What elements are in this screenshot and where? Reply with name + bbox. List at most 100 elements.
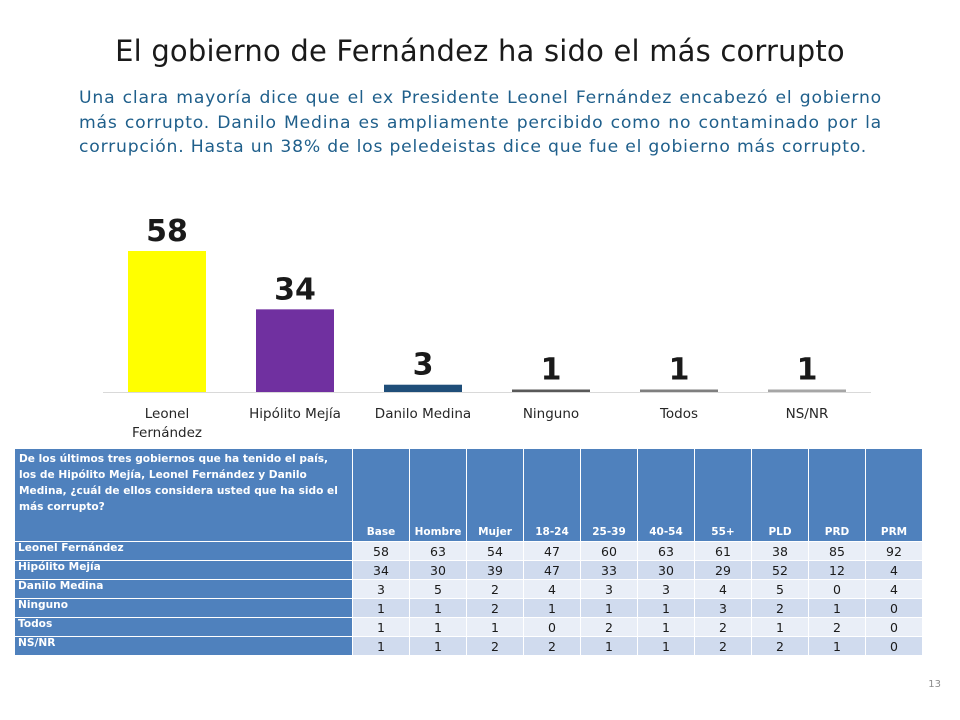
table-header-row: De los últimos tres gobiernos que ha ten… xyxy=(14,448,923,542)
table-cell: 2 xyxy=(751,598,809,618)
bar-todos xyxy=(640,389,718,392)
table-cell: 3 xyxy=(637,579,695,599)
table-cell: 4 xyxy=(694,579,752,599)
table-cell: 52 xyxy=(751,560,809,580)
row-label: Todos xyxy=(14,617,353,637)
table-cell: 1 xyxy=(409,617,467,637)
table-cell: 3 xyxy=(352,579,410,599)
table-cell: 2 xyxy=(466,636,524,656)
table-cell: 1 xyxy=(409,598,467,618)
table-cell: 1 xyxy=(466,617,524,637)
table-cell: 30 xyxy=(409,560,467,580)
page-subtitle: Una clara mayoría dice que el ex Preside… xyxy=(79,88,882,157)
table-cell: 1 xyxy=(808,636,866,656)
table-cell: 1 xyxy=(808,598,866,618)
table-row: NS/NR 1 1 2 2 1 1 2 2 1 0 xyxy=(14,636,923,656)
bar-value-label: 3 xyxy=(413,348,434,383)
column-header: 25-39 xyxy=(580,448,638,542)
table-row: Leonel Fernández 58 63 54 47 60 63 61 38 85 92 xyxy=(14,541,923,561)
table-cell: 1 xyxy=(523,598,581,618)
table-cell: 1 xyxy=(637,617,695,637)
table-cell: 2 xyxy=(694,636,752,656)
table-cell: 2 xyxy=(808,617,866,637)
table-cell: 1 xyxy=(637,598,695,618)
category-label: Ninguno xyxy=(523,406,579,422)
table-cell: 1 xyxy=(409,636,467,656)
column-header: Hombre xyxy=(409,448,467,542)
table-cell: 0 xyxy=(865,598,923,618)
table-cell: 1 xyxy=(580,636,638,656)
table-cell: 1 xyxy=(352,636,410,656)
column-header: PRM xyxy=(865,448,923,542)
table-row: Hipólito Mejía 34 30 39 47 33 30 29 52 12 4 xyxy=(14,560,923,580)
bar-value-label: 58 xyxy=(146,214,188,249)
page-number: 13 xyxy=(928,679,941,690)
table-cell: 4 xyxy=(865,560,923,580)
table-cell: 60 xyxy=(580,541,638,561)
category-label: Todos xyxy=(659,406,698,422)
column-header: 18-24 xyxy=(523,448,581,542)
table-cell: 30 xyxy=(637,560,695,580)
row-label: Leonel Fernández xyxy=(14,541,353,561)
row-label: NS/NR xyxy=(14,636,353,656)
table-cell: 1 xyxy=(352,598,410,618)
table-cell: 61 xyxy=(694,541,752,561)
category-label: Leonel Fernández xyxy=(132,406,202,441)
row-label: Ninguno xyxy=(14,598,353,618)
bar-ns-nr xyxy=(768,389,846,392)
bar-danilo-medina xyxy=(384,384,462,392)
table-row: Todos 1 1 1 0 2 1 2 1 2 0 xyxy=(14,617,923,637)
bar-hipolito-mejia xyxy=(256,309,334,392)
category-label: Danilo Medina xyxy=(375,406,471,422)
table-cell: 33 xyxy=(580,560,638,580)
table-cell: 3 xyxy=(694,598,752,618)
column-header: 40-54 xyxy=(637,448,695,542)
table-cell: 92 xyxy=(865,541,923,561)
bar-value-label: 34 xyxy=(274,272,316,307)
table-cell: 0 xyxy=(523,617,581,637)
table-cell: 47 xyxy=(523,560,581,580)
table-cell: 63 xyxy=(637,541,695,561)
bar-chart: 58 Leonel Fernández 34 Hipólito Mejía 3 Danilo… xyxy=(103,214,871,441)
table-cell: 58 xyxy=(352,541,410,561)
table-cell: 1 xyxy=(637,636,695,656)
bar-ninguno xyxy=(512,389,590,392)
table-cell: 3 xyxy=(580,579,638,599)
bar-leonel-fernandez xyxy=(128,251,206,392)
column-header: PLD xyxy=(751,448,809,542)
table-row: Danilo Medina 3 5 2 4 3 3 4 5 0 4 xyxy=(14,579,923,599)
table-cell: 2 xyxy=(466,579,524,599)
table-cell: 54 xyxy=(466,541,524,561)
column-header: Mujer xyxy=(466,448,524,542)
table-cell: 5 xyxy=(409,579,467,599)
table-cell: 2 xyxy=(580,617,638,637)
bar-value-label: 1 xyxy=(797,353,818,388)
table-cell: 4 xyxy=(523,579,581,599)
table-cell: 29 xyxy=(694,560,752,580)
table-cell: 85 xyxy=(808,541,866,561)
table-cell: 34 xyxy=(352,560,410,580)
table-cell: 39 xyxy=(466,560,524,580)
table-cell: 4 xyxy=(865,579,923,599)
column-header: PRD xyxy=(808,448,866,542)
table-cell: 2 xyxy=(466,598,524,618)
table-cell: 5 xyxy=(751,579,809,599)
question-header: De los últimos tres gobiernos que ha ten… xyxy=(14,448,353,542)
table-cell: 12 xyxy=(808,560,866,580)
table-cell: 1 xyxy=(580,598,638,618)
column-header: Base xyxy=(352,448,410,542)
bar-value-label: 1 xyxy=(541,353,562,388)
table-cell: 2 xyxy=(523,636,581,656)
table-cell: 0 xyxy=(808,579,866,599)
table-cell: 1 xyxy=(751,617,809,637)
table-cell: 63 xyxy=(409,541,467,561)
column-header: 55+ xyxy=(694,448,752,542)
table-cell: 2 xyxy=(751,636,809,656)
table-row: Ninguno 1 1 2 1 1 1 3 2 1 0 xyxy=(14,598,923,618)
table-cell: 0 xyxy=(865,636,923,656)
category-label: NS/NR xyxy=(786,406,829,422)
bar-value-label: 1 xyxy=(669,353,690,388)
category-label: Hipólito Mejía xyxy=(249,406,341,422)
table-cell: 2 xyxy=(694,617,752,637)
table-cell: 47 xyxy=(523,541,581,561)
